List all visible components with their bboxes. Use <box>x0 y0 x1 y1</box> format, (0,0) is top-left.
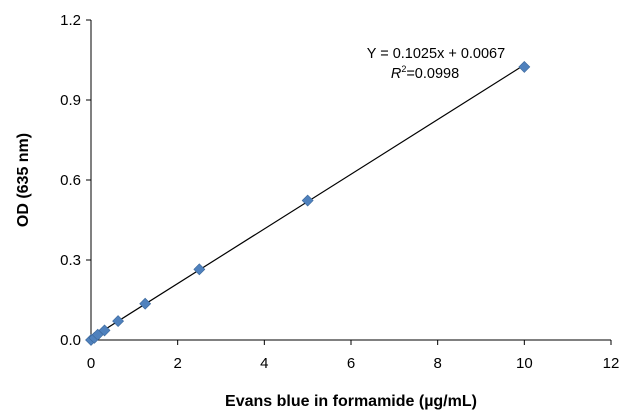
r-squared-superscript: 2 <box>401 64 406 74</box>
r-squared-value: =0.0998 <box>406 66 459 82</box>
y-axis-title: OD (635 nm) <box>15 133 32 227</box>
x-ticks: 0 2 4 6 8 10 12 <box>87 340 620 372</box>
x-tick-label: 0 <box>87 355 95 372</box>
y-ticks: 0.0 0.3 0.6 0.9 1.2 <box>60 12 91 349</box>
x-axis-title: Evans blue in formamide (µg/mL) <box>225 393 477 410</box>
x-tick-label: 10 <box>516 355 533 372</box>
y-tick-label: 0.6 <box>60 172 81 189</box>
data-point <box>301 194 314 207</box>
data-point <box>518 61 531 73</box>
data-point <box>98 324 111 337</box>
y-tick-label: 0.0 <box>60 332 81 349</box>
x-tick-label: 2 <box>173 355 181 372</box>
data-point <box>112 315 125 327</box>
r-squared-label: R2=0.0998 <box>391 64 459 82</box>
data-point <box>139 297 152 310</box>
x-tick-label: 4 <box>260 355 268 372</box>
y-tick-label: 1.2 <box>60 12 81 29</box>
x-tick-label: 12 <box>603 355 620 372</box>
x-tick-label: 8 <box>433 355 441 372</box>
axes <box>90 20 611 341</box>
x-tick-label: 6 <box>347 355 355 372</box>
y-tick-label: 0.3 <box>60 252 81 269</box>
data-points <box>85 61 531 346</box>
data-point <box>193 263 206 276</box>
y-tick-label: 0.9 <box>60 92 81 109</box>
r-squared-symbol: R <box>391 66 402 82</box>
equation-label: Y = 0.1025x + 0.0067 <box>367 46 505 62</box>
